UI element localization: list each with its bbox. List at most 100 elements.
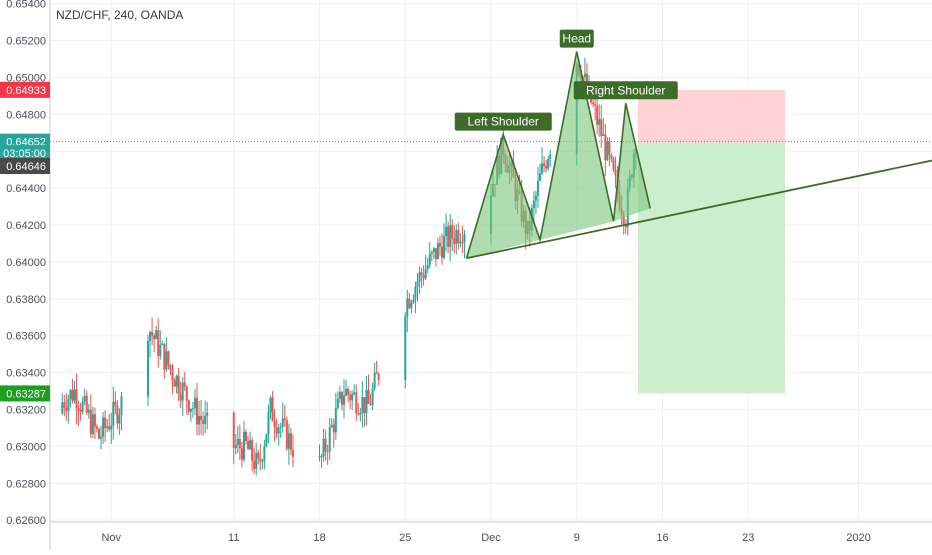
candle-body: [435, 248, 437, 259]
candle-body: [606, 142, 608, 161]
candle-body: [412, 299, 414, 302]
candle-body: [365, 390, 367, 413]
candle-body: [410, 302, 412, 307]
candle-body: [345, 389, 347, 396]
candle-body: [274, 421, 276, 427]
candle-body: [104, 418, 106, 428]
candle-body: [92, 414, 94, 434]
candle-body: [270, 398, 272, 413]
candle-body: [245, 432, 247, 441]
candle-body: [76, 389, 78, 408]
candle-body: [323, 439, 325, 456]
right-shoulder-label: Right Shoulder: [586, 83, 665, 97]
candle-body: [84, 396, 86, 401]
left-shoulder-fill: [467, 135, 541, 259]
candle-body: [374, 373, 376, 389]
candle-body: [88, 410, 90, 413]
candle-body: [280, 427, 282, 428]
candle-body: [120, 396, 122, 414]
y-tick-label: 0.65200: [6, 36, 46, 48]
candle-body: [163, 344, 165, 370]
y-tick-label: 0.64000: [6, 257, 46, 269]
candle-body: [425, 269, 427, 278]
candle-body: [194, 398, 196, 408]
candle-body: [357, 413, 359, 414]
candle-body: [433, 248, 435, 252]
candle-body: [321, 456, 323, 457]
price-tag-label: 0.64933: [6, 85, 46, 97]
candle-body: [206, 413, 208, 416]
candle-body: [453, 238, 455, 244]
candle-body: [112, 402, 114, 426]
candle-body: [153, 335, 155, 338]
candle-body: [67, 399, 69, 411]
x-tick-label: 18: [313, 532, 325, 544]
price-tag-label: 0.63287: [6, 388, 46, 400]
candle-body: [539, 173, 541, 180]
candle-body: [547, 159, 549, 169]
candle-body: [421, 272, 423, 275]
candle-body: [533, 201, 535, 209]
x-tick-label: 9: [574, 532, 580, 544]
candle-body: [329, 427, 331, 451]
candle-body: [325, 439, 327, 451]
candle-body: [114, 402, 116, 405]
candle-body: [243, 432, 245, 460]
candle-body: [414, 287, 416, 300]
candle-body: [186, 386, 188, 400]
candle-body: [596, 106, 598, 125]
candle-body: [423, 275, 425, 278]
candle-body: [108, 426, 110, 429]
candle-body: [608, 142, 610, 156]
candle-body: [441, 247, 443, 258]
candle-body: [263, 446, 265, 461]
candle-body: [233, 413, 235, 449]
candle-body: [349, 395, 351, 401]
candle-body: [69, 390, 71, 399]
candle-body: [404, 317, 406, 381]
candle-body: [265, 434, 267, 446]
head-label: Head: [562, 32, 591, 46]
candle-body: [180, 394, 182, 400]
candle-body: [594, 104, 596, 106]
candle-body: [615, 170, 617, 175]
candle-body: [335, 408, 337, 432]
candle-body: [65, 408, 67, 411]
candle-body: [176, 376, 178, 387]
candle-body: [259, 459, 261, 461]
candle-body: [370, 404, 372, 405]
candle-body: [110, 425, 112, 429]
x-tick-label: 25: [399, 532, 411, 544]
candle-body: [276, 427, 278, 433]
candle-body: [535, 196, 537, 201]
candle-body: [347, 389, 349, 395]
candle-body: [459, 242, 461, 244]
candle-body: [419, 272, 421, 281]
x-tick-label: 16: [656, 532, 668, 544]
candle-body: [449, 225, 451, 247]
candle-body: [192, 408, 194, 409]
x-tick-label: Dec: [481, 532, 501, 544]
candle-body: [598, 119, 600, 125]
candle-body: [78, 408, 80, 410]
candle-body: [255, 453, 257, 469]
candle-body: [284, 418, 286, 420]
candle-body: [237, 439, 239, 445]
x-tick-label: 23: [742, 532, 754, 544]
candle-body: [537, 181, 539, 196]
candle-body: [174, 381, 176, 387]
x-tick-label: 2020: [846, 532, 870, 544]
candle-body: [61, 402, 63, 413]
candle-body: [190, 409, 192, 412]
y-tick-label: 0.64200: [6, 220, 46, 232]
candle-body: [247, 441, 249, 449]
y-tick-label: 0.62600: [6, 515, 46, 527]
y-tick-label: 0.64800: [6, 109, 46, 121]
candle-body: [592, 103, 594, 105]
candle-body: [286, 420, 288, 449]
candle-body: [267, 412, 269, 434]
candle-body: [82, 401, 84, 411]
candle-body: [167, 351, 169, 365]
